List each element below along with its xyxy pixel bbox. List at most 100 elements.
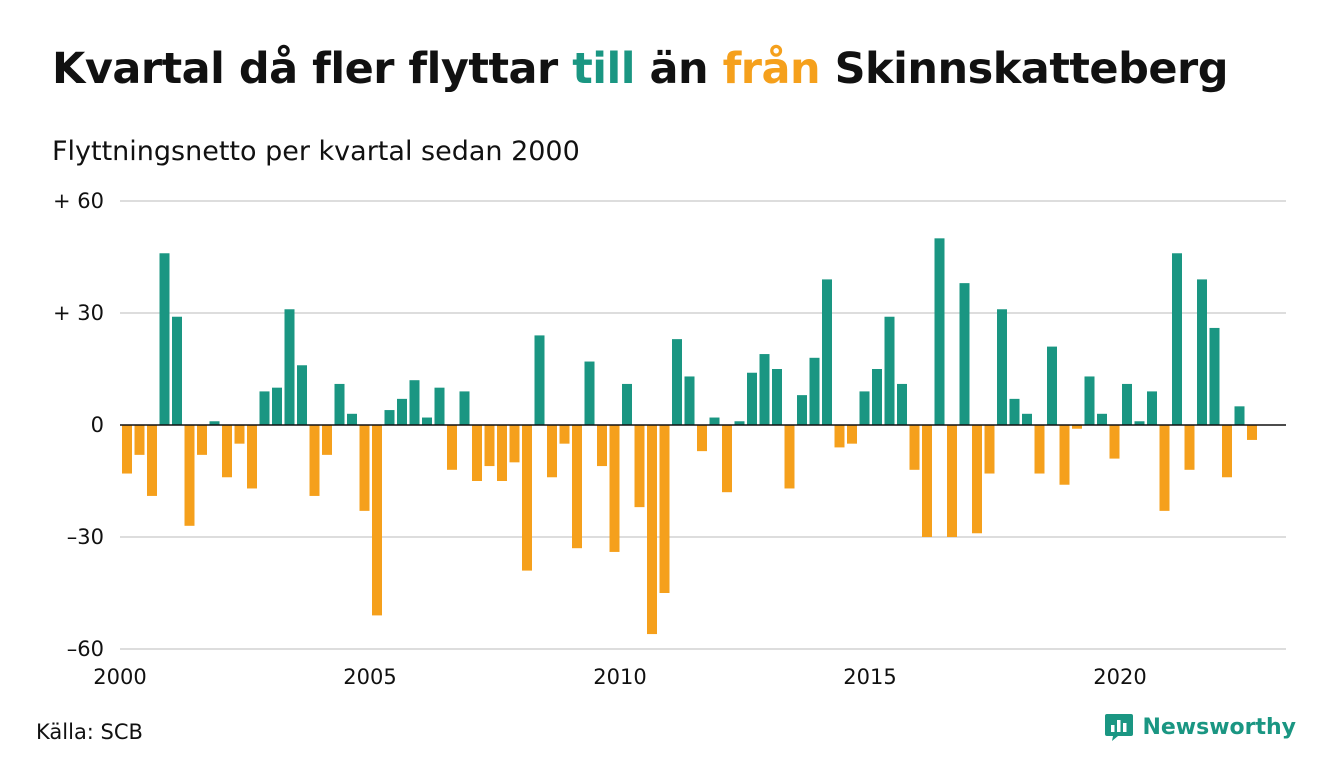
bar — [684, 376, 695, 425]
bar — [534, 335, 545, 425]
bar — [259, 391, 270, 425]
chart-subtitle: Flyttningsnetto per kvartal sedan 2000 — [52, 136, 580, 167]
bar — [709, 417, 720, 425]
bar — [209, 421, 220, 425]
bar — [947, 425, 957, 537]
bar — [1072, 425, 1082, 429]
bar — [1234, 406, 1245, 425]
bar — [309, 425, 320, 496]
x-axis-ticks: 2000 2005 2010 2015 2020 — [93, 665, 1146, 689]
bar — [834, 425, 845, 448]
title-part: Skinnskatteberg — [820, 44, 1229, 94]
bar — [722, 425, 732, 493]
y-tick-label: –60 — [67, 637, 104, 661]
bar — [622, 383, 632, 425]
bar — [934, 238, 945, 425]
bar — [322, 425, 332, 455]
bar — [959, 283, 970, 425]
bar — [1159, 425, 1170, 511]
title-highlight-till: till — [572, 44, 635, 94]
bar — [1097, 413, 1107, 425]
bars — [122, 238, 1257, 635]
bar — [747, 372, 757, 425]
bar — [509, 425, 520, 463]
bar — [172, 316, 182, 425]
bar — [872, 369, 882, 425]
bar — [334, 383, 345, 425]
bar — [484, 425, 495, 467]
bar — [384, 410, 395, 425]
x-tick-label: 2015 — [843, 665, 896, 689]
bar — [997, 309, 1007, 425]
bar — [247, 425, 257, 489]
bar — [559, 425, 570, 444]
bar — [1172, 253, 1182, 425]
bar — [409, 380, 420, 425]
title-highlight-fran: från — [722, 44, 821, 94]
x-tick-label: 2020 — [1093, 665, 1146, 689]
y-tick-label: + 60 — [53, 189, 104, 213]
bar — [772, 369, 782, 425]
bar — [1184, 425, 1195, 470]
bar — [347, 413, 357, 425]
bar — [472, 425, 482, 481]
bar — [234, 425, 245, 444]
bar — [272, 387, 282, 425]
bar — [359, 425, 370, 511]
bar — [697, 425, 707, 452]
bar — [1222, 425, 1232, 478]
bar — [922, 425, 932, 537]
bar — [1209, 327, 1220, 425]
bar — [522, 425, 532, 571]
y-tick-label: 0 — [91, 413, 104, 437]
bar — [184, 425, 195, 526]
bar — [397, 398, 407, 425]
y-axis-labels: + 60 + 30 0 –30 –60 — [53, 189, 104, 661]
bar — [147, 425, 157, 496]
bar — [1134, 421, 1145, 425]
bar — [1122, 383, 1132, 425]
bar-chart-logo-icon — [1105, 714, 1134, 741]
bar — [1059, 425, 1070, 485]
bar — [659, 425, 670, 593]
bar — [1147, 391, 1157, 425]
x-tick-label: 2010 — [593, 665, 646, 689]
title-part: än — [634, 44, 723, 94]
bar-chart: + 60 + 30 0 –30 –60 2000 2005 2010 2015 2020 — [53, 189, 1286, 689]
bar — [284, 309, 295, 425]
chart-title: Kvartal då fler flyttar till än från Ski… — [52, 44, 1229, 94]
bar — [1009, 398, 1020, 425]
bar — [159, 253, 170, 425]
bar — [1084, 376, 1095, 425]
bar — [672, 339, 682, 425]
bar — [822, 279, 832, 425]
bar — [459, 391, 470, 425]
bar — [634, 425, 645, 508]
bar — [497, 425, 507, 481]
bar — [572, 425, 582, 549]
bar — [647, 425, 657, 635]
bar — [1047, 346, 1057, 425]
bar — [134, 425, 145, 455]
x-tick-label: 2005 — [343, 665, 396, 689]
bar — [297, 365, 307, 425]
bar — [897, 383, 907, 425]
bar — [422, 417, 432, 425]
bar — [547, 425, 557, 478]
source-note: Källa: SCB — [36, 720, 143, 744]
bar — [884, 316, 895, 425]
bar — [972, 425, 982, 534]
x-tick-label: 2000 — [93, 665, 146, 689]
bar — [847, 425, 857, 444]
bar — [447, 425, 457, 470]
bar — [1247, 425, 1257, 440]
bar — [597, 425, 607, 467]
bar — [197, 425, 207, 455]
bar — [759, 354, 770, 425]
grid-lines — [120, 200, 1286, 650]
y-tick-label: –30 — [67, 525, 104, 549]
bar — [222, 425, 232, 478]
bar — [1022, 413, 1032, 425]
y-tick-label: + 30 — [53, 301, 104, 325]
bar — [734, 421, 745, 425]
